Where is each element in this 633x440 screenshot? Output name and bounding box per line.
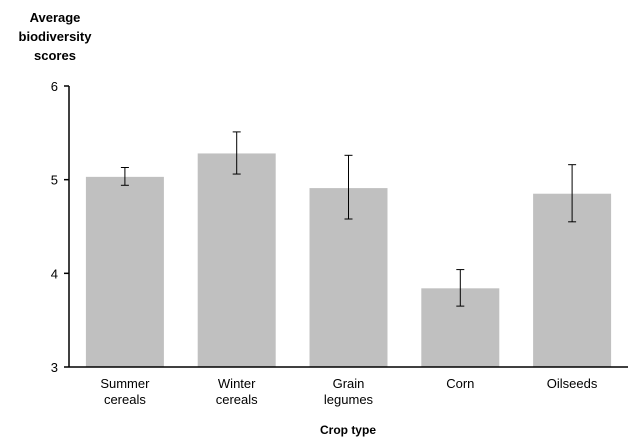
- error-bar: [568, 164, 577, 223]
- y-axis-label-line: biodiversity: [19, 29, 93, 44]
- bar: [533, 193, 612, 367]
- x-tick-label: Summer: [100, 376, 150, 391]
- y-tick-label: 4: [51, 266, 58, 281]
- error-bar: [120, 166, 129, 186]
- error-bar: [344, 154, 353, 220]
- x-tick-label: Winter: [218, 376, 256, 391]
- x-tick-label: Oilseeds: [547, 376, 598, 391]
- y-axis-label-line: Average: [30, 10, 81, 25]
- y-tick-label: 6: [51, 79, 58, 94]
- y-axis-label-line: scores: [34, 48, 76, 63]
- y-tick-label: 5: [51, 173, 58, 188]
- error-bar: [456, 269, 465, 307]
- bar: [85, 176, 164, 367]
- y-tick-label: 3: [51, 360, 58, 375]
- x-tick-label: cereals: [104, 392, 146, 407]
- y-ticks-group: 3 4 5 6: [51, 79, 69, 375]
- error-bars-group: [120, 131, 577, 307]
- x-tick-label: cereals: [216, 392, 258, 407]
- x-categories-group: SummercerealsWintercerealsGrainlegumesCo…: [100, 376, 598, 407]
- y-axis-label: Average biodiversity scores: [19, 10, 93, 63]
- x-tick-label: Grain: [333, 376, 365, 391]
- x-tick-label: legumes: [324, 392, 374, 407]
- bar: [197, 153, 276, 367]
- axes-group: [68, 86, 628, 368]
- x-tick-label: Corn: [446, 376, 474, 391]
- x-axis-label: Crop type: [320, 423, 376, 437]
- error-bar: [232, 131, 241, 175]
